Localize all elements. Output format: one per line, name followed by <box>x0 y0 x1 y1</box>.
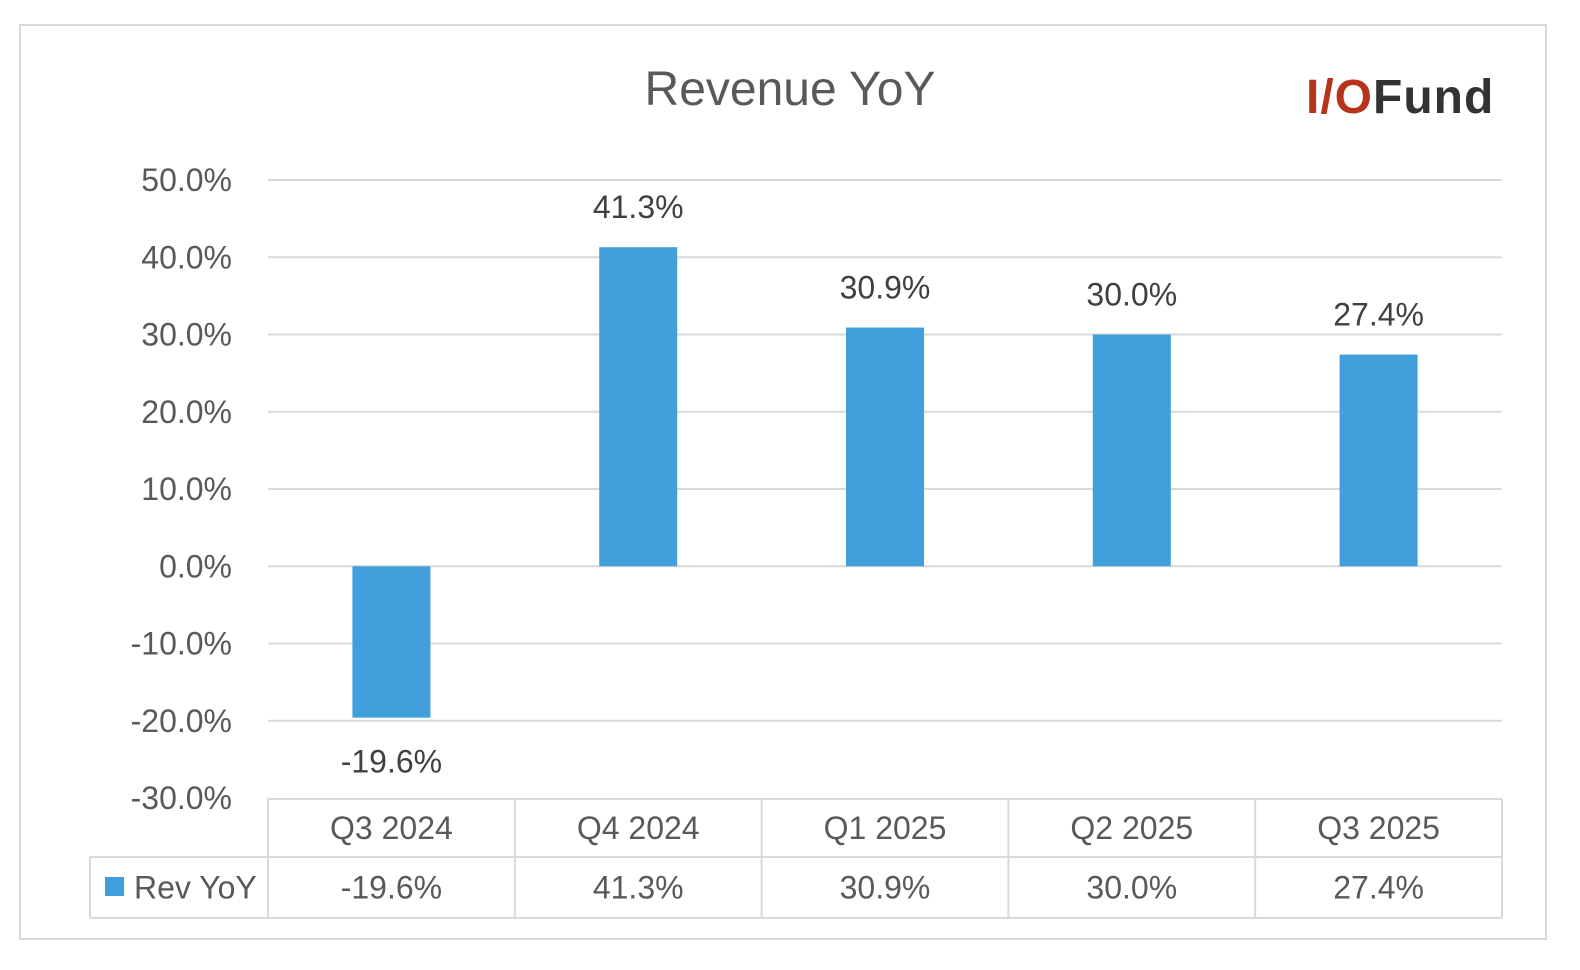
bar <box>352 566 431 718</box>
table-value-cell: 41.3% <box>593 870 684 906</box>
logo-part-fund: Fund <box>1373 71 1495 124</box>
y-tick-label: 0.0% <box>159 548 232 584</box>
x-tick-label: Q3 2024 <box>330 810 453 846</box>
chart-title: Revenue YoY <box>644 63 936 116</box>
data-label: 41.3% <box>593 189 684 225</box>
data-label: 27.4% <box>1333 297 1424 333</box>
data-label: 30.0% <box>1086 277 1177 313</box>
bar <box>599 247 678 567</box>
y-tick-label: 30.0% <box>141 317 232 353</box>
y-tick-label: 50.0% <box>141 162 232 198</box>
x-tick-label: Q4 2024 <box>577 810 700 846</box>
y-tick-label: 20.0% <box>141 394 232 430</box>
x-tick-label: Q3 2025 <box>1317 810 1440 846</box>
chart-frame <box>19 24 1547 940</box>
y-tick-label: 40.0% <box>141 239 232 275</box>
table-value-cell: 27.4% <box>1333 870 1424 906</box>
data-label: -19.6% <box>341 744 442 780</box>
table-value-cell: 30.9% <box>840 870 931 906</box>
x-tick-label: Q2 2025 <box>1070 810 1193 846</box>
y-tick-label: -10.0% <box>131 626 232 662</box>
y-tick-label: -30.0% <box>131 780 232 816</box>
bar <box>1339 354 1418 567</box>
legend-label: Rev YoY <box>134 870 257 906</box>
y-tick-label: -20.0% <box>131 703 232 739</box>
legend-swatch <box>105 877 124 896</box>
bar <box>846 327 924 567</box>
x-tick-label: Q1 2025 <box>824 810 947 846</box>
logo-part-io: I/O <box>1306 71 1374 124</box>
table-value-cell: -19.6% <box>341 870 442 906</box>
data-label: 30.9% <box>840 270 931 306</box>
table-value-cell: 30.0% <box>1086 870 1177 906</box>
y-tick-label: 10.0% <box>141 471 232 507</box>
bar <box>1092 334 1171 567</box>
brand-logo: I/OFund <box>1306 70 1494 125</box>
